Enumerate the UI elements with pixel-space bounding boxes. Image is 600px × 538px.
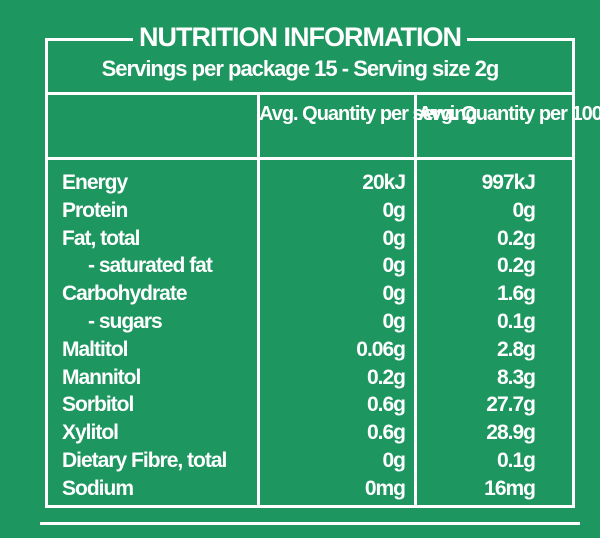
panel-subtitle: Servings per package 15 - Serving size 2… [101, 56, 500, 81]
nutrient-name: Fat, total [62, 226, 140, 250]
nutrient-name: - sugars [88, 310, 163, 333]
nutrient-name: Sorbitol [62, 393, 134, 417]
per-serving-value: 0g [382, 449, 406, 472]
divider [45, 92, 575, 95]
per-serving-value: 0g [382, 282, 406, 306]
title-text: NUTRITION INFORMATION [133, 22, 467, 52]
per-100g-value: 997kJ [481, 171, 536, 194]
per-100g-value: 0g [512, 198, 536, 222]
nutrient-name: Energy [62, 171, 128, 194]
per-serving-value: 0mg [364, 476, 406, 500]
column-header: Avg. Quantity per 100g [418, 103, 600, 125]
per-serving-value: 0.6g [366, 393, 406, 417]
per-100g-value: 8.3g [496, 365, 536, 389]
per-100g-value: 0.1g [496, 310, 536, 333]
per-100g-value: 28.9g [486, 421, 536, 445]
per-serving-value: 0g [382, 198, 406, 222]
per-100g-value: 0.2g [496, 254, 536, 278]
per-serving-value: 0.06g [356, 337, 406, 361]
per-serving-value: 0.6g [366, 421, 406, 445]
divider [45, 157, 575, 160]
per-100g-value: 0.1g [496, 449, 536, 472]
nutrient-name: Xylitol [62, 421, 119, 445]
per-100g-value: 2.8g [496, 337, 536, 361]
nutrient-name: Mannitol [62, 365, 141, 389]
nutrient-name: Sodium [62, 476, 134, 500]
per-serving-value: 0g [382, 310, 406, 333]
column-divider [257, 92, 260, 508]
panel-title: NUTRITION INFORMATION [0, 22, 600, 52]
per-serving-value: 0g [382, 226, 406, 250]
per-100g-value: 16mg [484, 476, 536, 500]
per-serving-value: 0.2g [366, 365, 406, 389]
per-serving-value: 0g [382, 254, 406, 278]
per-100g-value: 1.6g [496, 282, 536, 306]
per-serving-value: 20kJ [362, 171, 406, 194]
nutrient-name: Dietary Fibre, total [62, 449, 227, 472]
per-100g-value: 0.2g [496, 226, 536, 250]
nutrient-name: Protein [62, 198, 128, 222]
nutrient-name: Maltitol [62, 337, 128, 361]
column-header: Avg. Quantity per serving [259, 103, 478, 125]
per-100g-value: 27.7g [486, 393, 536, 417]
nutrient-name: Carbohydrate [62, 282, 188, 306]
divider [40, 522, 580, 525]
nutrient-name: - saturated fat [88, 254, 213, 278]
column-divider [414, 92, 417, 508]
